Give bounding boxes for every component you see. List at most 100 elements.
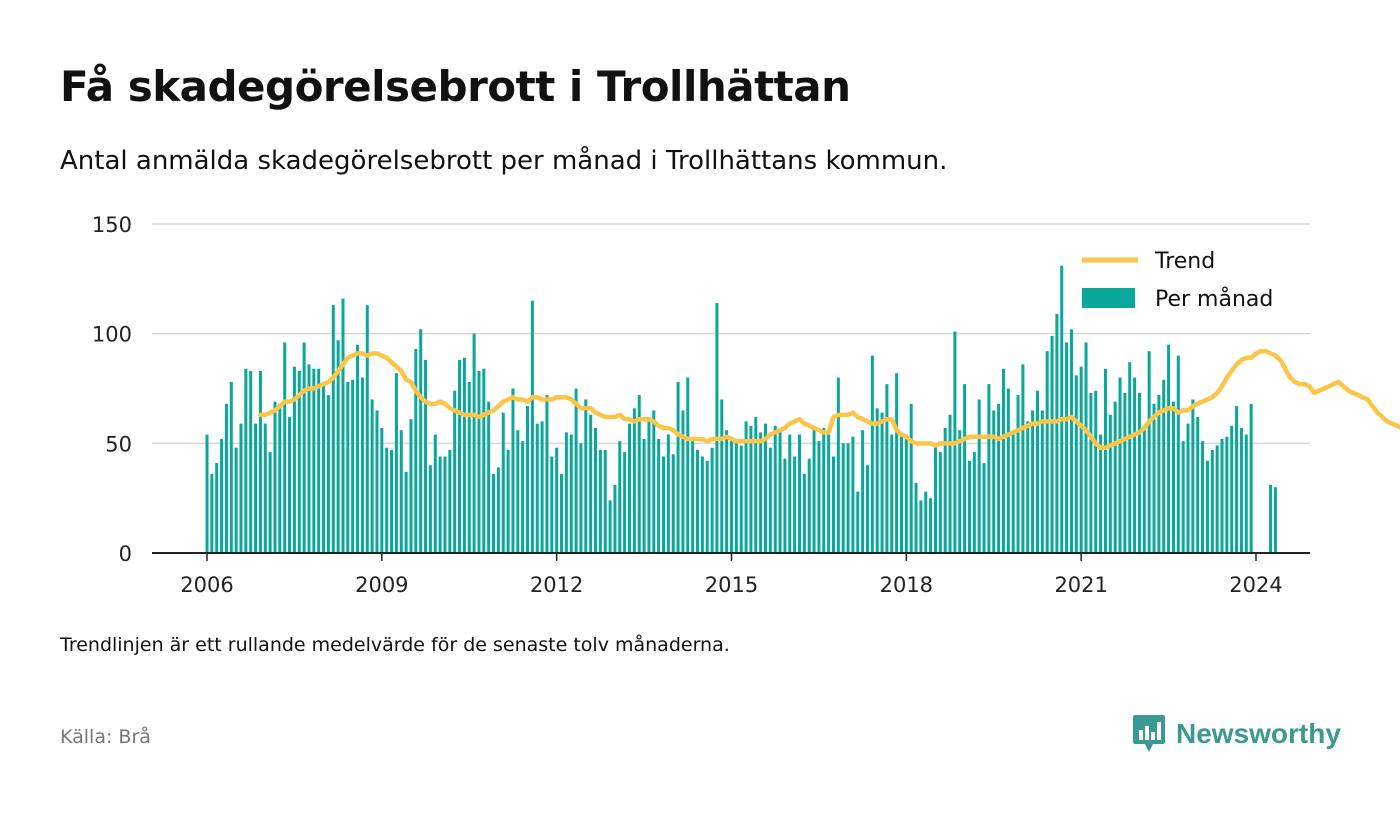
x-tick-label: 2015 [705, 573, 758, 597]
month-bar [729, 436, 734, 553]
month-bar [244, 368, 248, 553]
month-bar [390, 449, 394, 553]
month-bar [739, 445, 743, 553]
month-bar [278, 403, 282, 553]
month-bar [530, 300, 534, 553]
month-bar [613, 485, 617, 553]
month-bar [870, 355, 874, 553]
month-bar [492, 474, 496, 553]
month-bar [734, 438, 738, 553]
month-bar [1118, 377, 1122, 553]
month-bar [1108, 414, 1112, 553]
month-bar [759, 432, 763, 553]
month-bar [1035, 390, 1039, 553]
month-bar [1001, 368, 1005, 553]
month-bar [686, 377, 690, 553]
month-bar [239, 423, 243, 553]
month-bar [477, 370, 481, 553]
month-bar [875, 408, 879, 553]
month-bar [1123, 392, 1127, 553]
month-bar [657, 438, 661, 553]
month-bar [895, 373, 899, 553]
month-bar [1215, 445, 1219, 553]
month-bar [443, 456, 447, 553]
month-bar [783, 458, 787, 553]
month-bar [647, 419, 651, 553]
month-bar [589, 414, 593, 553]
month-bar [628, 423, 632, 553]
month-bar [370, 399, 374, 553]
month-bar [933, 445, 937, 553]
month-bar [1079, 366, 1083, 553]
month-bar [924, 491, 928, 553]
month-bar [424, 359, 428, 553]
month-bar [904, 434, 908, 553]
month-bar [700, 456, 704, 553]
month-bar [831, 456, 835, 553]
month-bar [506, 449, 510, 553]
legend: Trend Per månad [1082, 249, 1273, 312]
month-bar [992, 410, 996, 553]
month-bar [1201, 441, 1205, 553]
month-bar [224, 403, 228, 553]
month-bar [1147, 351, 1151, 553]
trend-line [258, 348, 1400, 450]
month-bar [637, 395, 641, 553]
x-tick-label: 2009 [355, 573, 408, 597]
month-bar [254, 423, 258, 553]
month-bar [428, 465, 432, 553]
month-bar [220, 438, 224, 553]
month-bar [1069, 329, 1073, 553]
month-bar [1167, 344, 1171, 553]
month-bar [623, 452, 627, 553]
month-bar [841, 443, 845, 553]
month-bar [793, 456, 797, 553]
month-bar [846, 443, 850, 553]
month-bar [560, 474, 564, 553]
month-bar [385, 447, 389, 553]
month-bar [705, 460, 709, 553]
legend-trend-label: Trend [1154, 249, 1215, 274]
month-bar [1205, 460, 1209, 553]
month-bar [414, 349, 418, 553]
month-bar [205, 434, 209, 553]
month-bar [467, 381, 471, 553]
month-bar [210, 474, 214, 553]
month-bar [409, 419, 413, 553]
month-bar [1021, 364, 1025, 553]
month-bar [1196, 417, 1200, 553]
month-bar [292, 366, 296, 553]
month-bar [720, 399, 724, 553]
month-bar [1065, 342, 1069, 553]
month-bar [914, 482, 918, 553]
month-bar [666, 434, 670, 553]
month-bar [1011, 434, 1015, 553]
month-bar [215, 463, 219, 553]
month-bar [836, 377, 840, 553]
legend-bar-swatch [1082, 288, 1135, 308]
x-tick-label: 2024 [1229, 573, 1282, 597]
month-bar [1133, 377, 1137, 553]
month-bar [788, 434, 792, 553]
month-bar [1191, 399, 1195, 553]
month-bar [419, 329, 423, 553]
month-bar [802, 474, 806, 553]
month-bar [263, 423, 267, 553]
month-bar [632, 408, 636, 553]
x-tick-label: 2018 [880, 573, 933, 597]
month-bar [317, 368, 321, 553]
month-bar [987, 384, 991, 553]
month-bar [288, 417, 292, 553]
month-bar [861, 430, 865, 553]
month-bar [744, 421, 748, 553]
month-bar [521, 441, 525, 553]
month-bar [909, 403, 913, 553]
gridlines [152, 223, 1310, 445]
month-bar [1244, 434, 1248, 553]
month-bar [516, 430, 520, 553]
month-bar [482, 368, 486, 553]
month-bar [1074, 375, 1078, 553]
month-bar [1225, 436, 1229, 553]
month-bar [1230, 425, 1234, 553]
